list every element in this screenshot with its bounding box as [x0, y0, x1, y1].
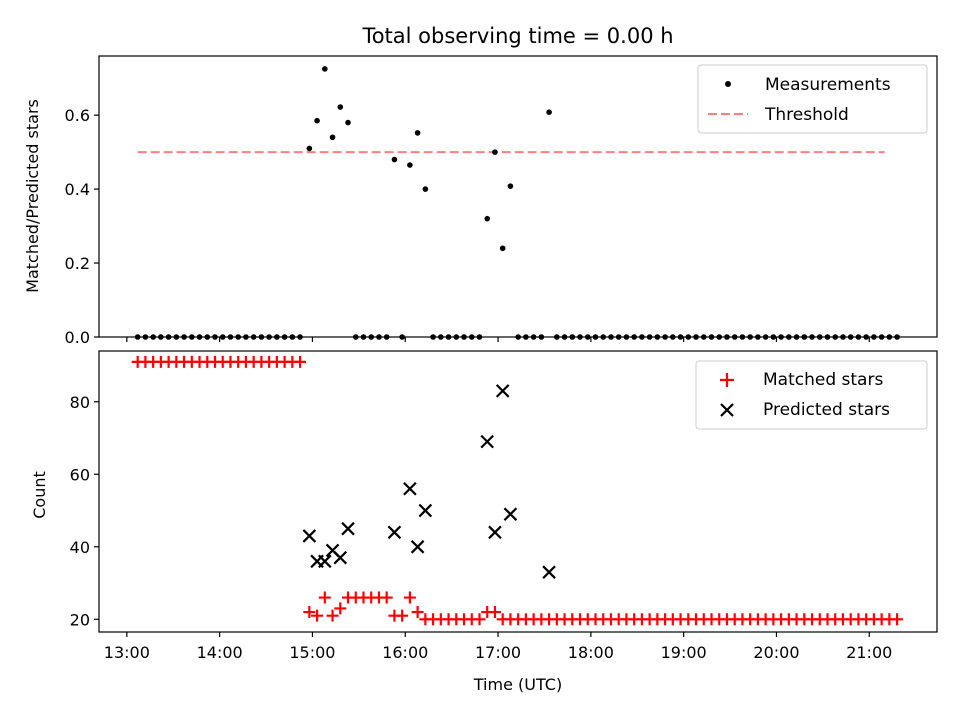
predicted-star-point [542, 565, 556, 579]
count-x-tick-label: 20:00 [753, 643, 799, 662]
legend-measurements-marker [725, 81, 731, 87]
ratio-y-ticks: 0.0 0.2 0.4 0.6 [65, 106, 99, 347]
count-x-tick-label: 18:00 [568, 643, 614, 662]
predicted-star-point [503, 507, 518, 521]
measurement-point [306, 145, 313, 152]
ratio-y-tick-label: 0.6 [65, 106, 90, 125]
count-x-tick-label: 21:00 [846, 643, 892, 662]
matched-star-point [326, 609, 339, 622]
ratio-legend: Measurements Threshold [697, 64, 928, 134]
count-x-tick-label: 17:00 [475, 643, 521, 662]
predicted-star-point [318, 554, 332, 569]
matched-star-point [396, 609, 409, 622]
measurement-point [484, 215, 491, 222]
measurement-point [422, 186, 429, 192]
count-x-axis-label: Time (UTC) [473, 675, 562, 694]
matched-star-point [891, 613, 904, 626]
predicted-star-point [410, 540, 425, 554]
ratio-y-tick-label: 0.2 [65, 254, 90, 273]
predicted-star-point [403, 482, 417, 496]
ratio-y-axis-label: Matched/Predicted stars [23, 99, 42, 293]
count-legend-box [695, 360, 928, 430]
matched-star-point [411, 606, 424, 619]
matched-star-point [318, 591, 331, 604]
predicted-star-point [387, 525, 402, 540]
legend-threshold-label: Threshold [764, 105, 849, 125]
predicted-star-point [333, 550, 348, 565]
measurement-point [499, 245, 506, 252]
count-y-tick-label: 80 [70, 393, 90, 412]
measurement-point [314, 117, 320, 124]
predicted-star-point [418, 503, 433, 518]
count-x-tick-label: 16:00 [382, 643, 428, 662]
predicted-star-point [495, 384, 510, 398]
count-x-ticks: 13:00 14:00 15:00 16:00 17:00 18:00 19:00 20:00… [104, 632, 892, 662]
ratio-y-tick-label: 0.0 [65, 328, 90, 347]
measurement-point [391, 156, 398, 163]
measurement-point [329, 134, 336, 141]
measurement-point [492, 149, 498, 155]
matched-star-point [403, 591, 416, 604]
measurement-point [507, 183, 514, 189]
measurement-point [337, 104, 344, 110]
count-plot-frame [98, 350, 938, 633]
predicted-star-point [341, 521, 355, 536]
ratio-y-tick-label: 0.4 [65, 180, 90, 199]
ratio-panel: Total observing time = 0.00 h 0.00.20.40… [23, 24, 938, 347]
count-legend: Matched stars Predicted stars [695, 360, 928, 430]
ratio-plot-frame [98, 55, 938, 338]
legend-predicted-label: Predicted stars [763, 400, 890, 420]
legend-matched-marker [720, 373, 734, 387]
ratio-x-ticks [126, 337, 870, 342]
legend-predicted-marker [720, 403, 734, 417]
matched-star-point [334, 602, 347, 615]
measurement-point [345, 119, 351, 126]
measurement-point [414, 130, 421, 136]
matched-star-point [488, 606, 501, 619]
matched-star-point [303, 606, 316, 619]
matched-star-point [473, 613, 486, 626]
count-x-tick-label: 15:00 [289, 643, 335, 662]
predicted-star-point [302, 529, 317, 543]
count-x-tick-label: 14:00 [197, 643, 243, 662]
count-y-axis-label: Count [30, 471, 49, 519]
predicted-star-point [480, 434, 494, 449]
matched-star-point [294, 355, 307, 368]
count-marks [131, 355, 904, 626]
count-x-tick-label: 13:00 [104, 643, 150, 662]
predicted-star-point [488, 525, 502, 540]
chart-title: Total observing time = 0.00 h [361, 24, 673, 48]
count-y-tick-label: 40 [70, 538, 90, 557]
measurement-point [322, 66, 328, 72]
matched-star-point [380, 591, 393, 604]
measurement-point [546, 109, 552, 115]
count-y-ticks: 20 40 60 80 [70, 393, 99, 629]
legend-matched-label: Matched stars [763, 370, 883, 390]
matched-star-point [311, 609, 324, 622]
legend-measurements-label: Measurements [765, 75, 891, 95]
count-y-tick-label: 20 [70, 610, 90, 629]
count-x-tick-label: 19:00 [661, 643, 707, 662]
count-y-tick-label: 60 [70, 465, 90, 484]
measurement-point [407, 162, 413, 168]
ratio-legend-box [697, 64, 928, 134]
